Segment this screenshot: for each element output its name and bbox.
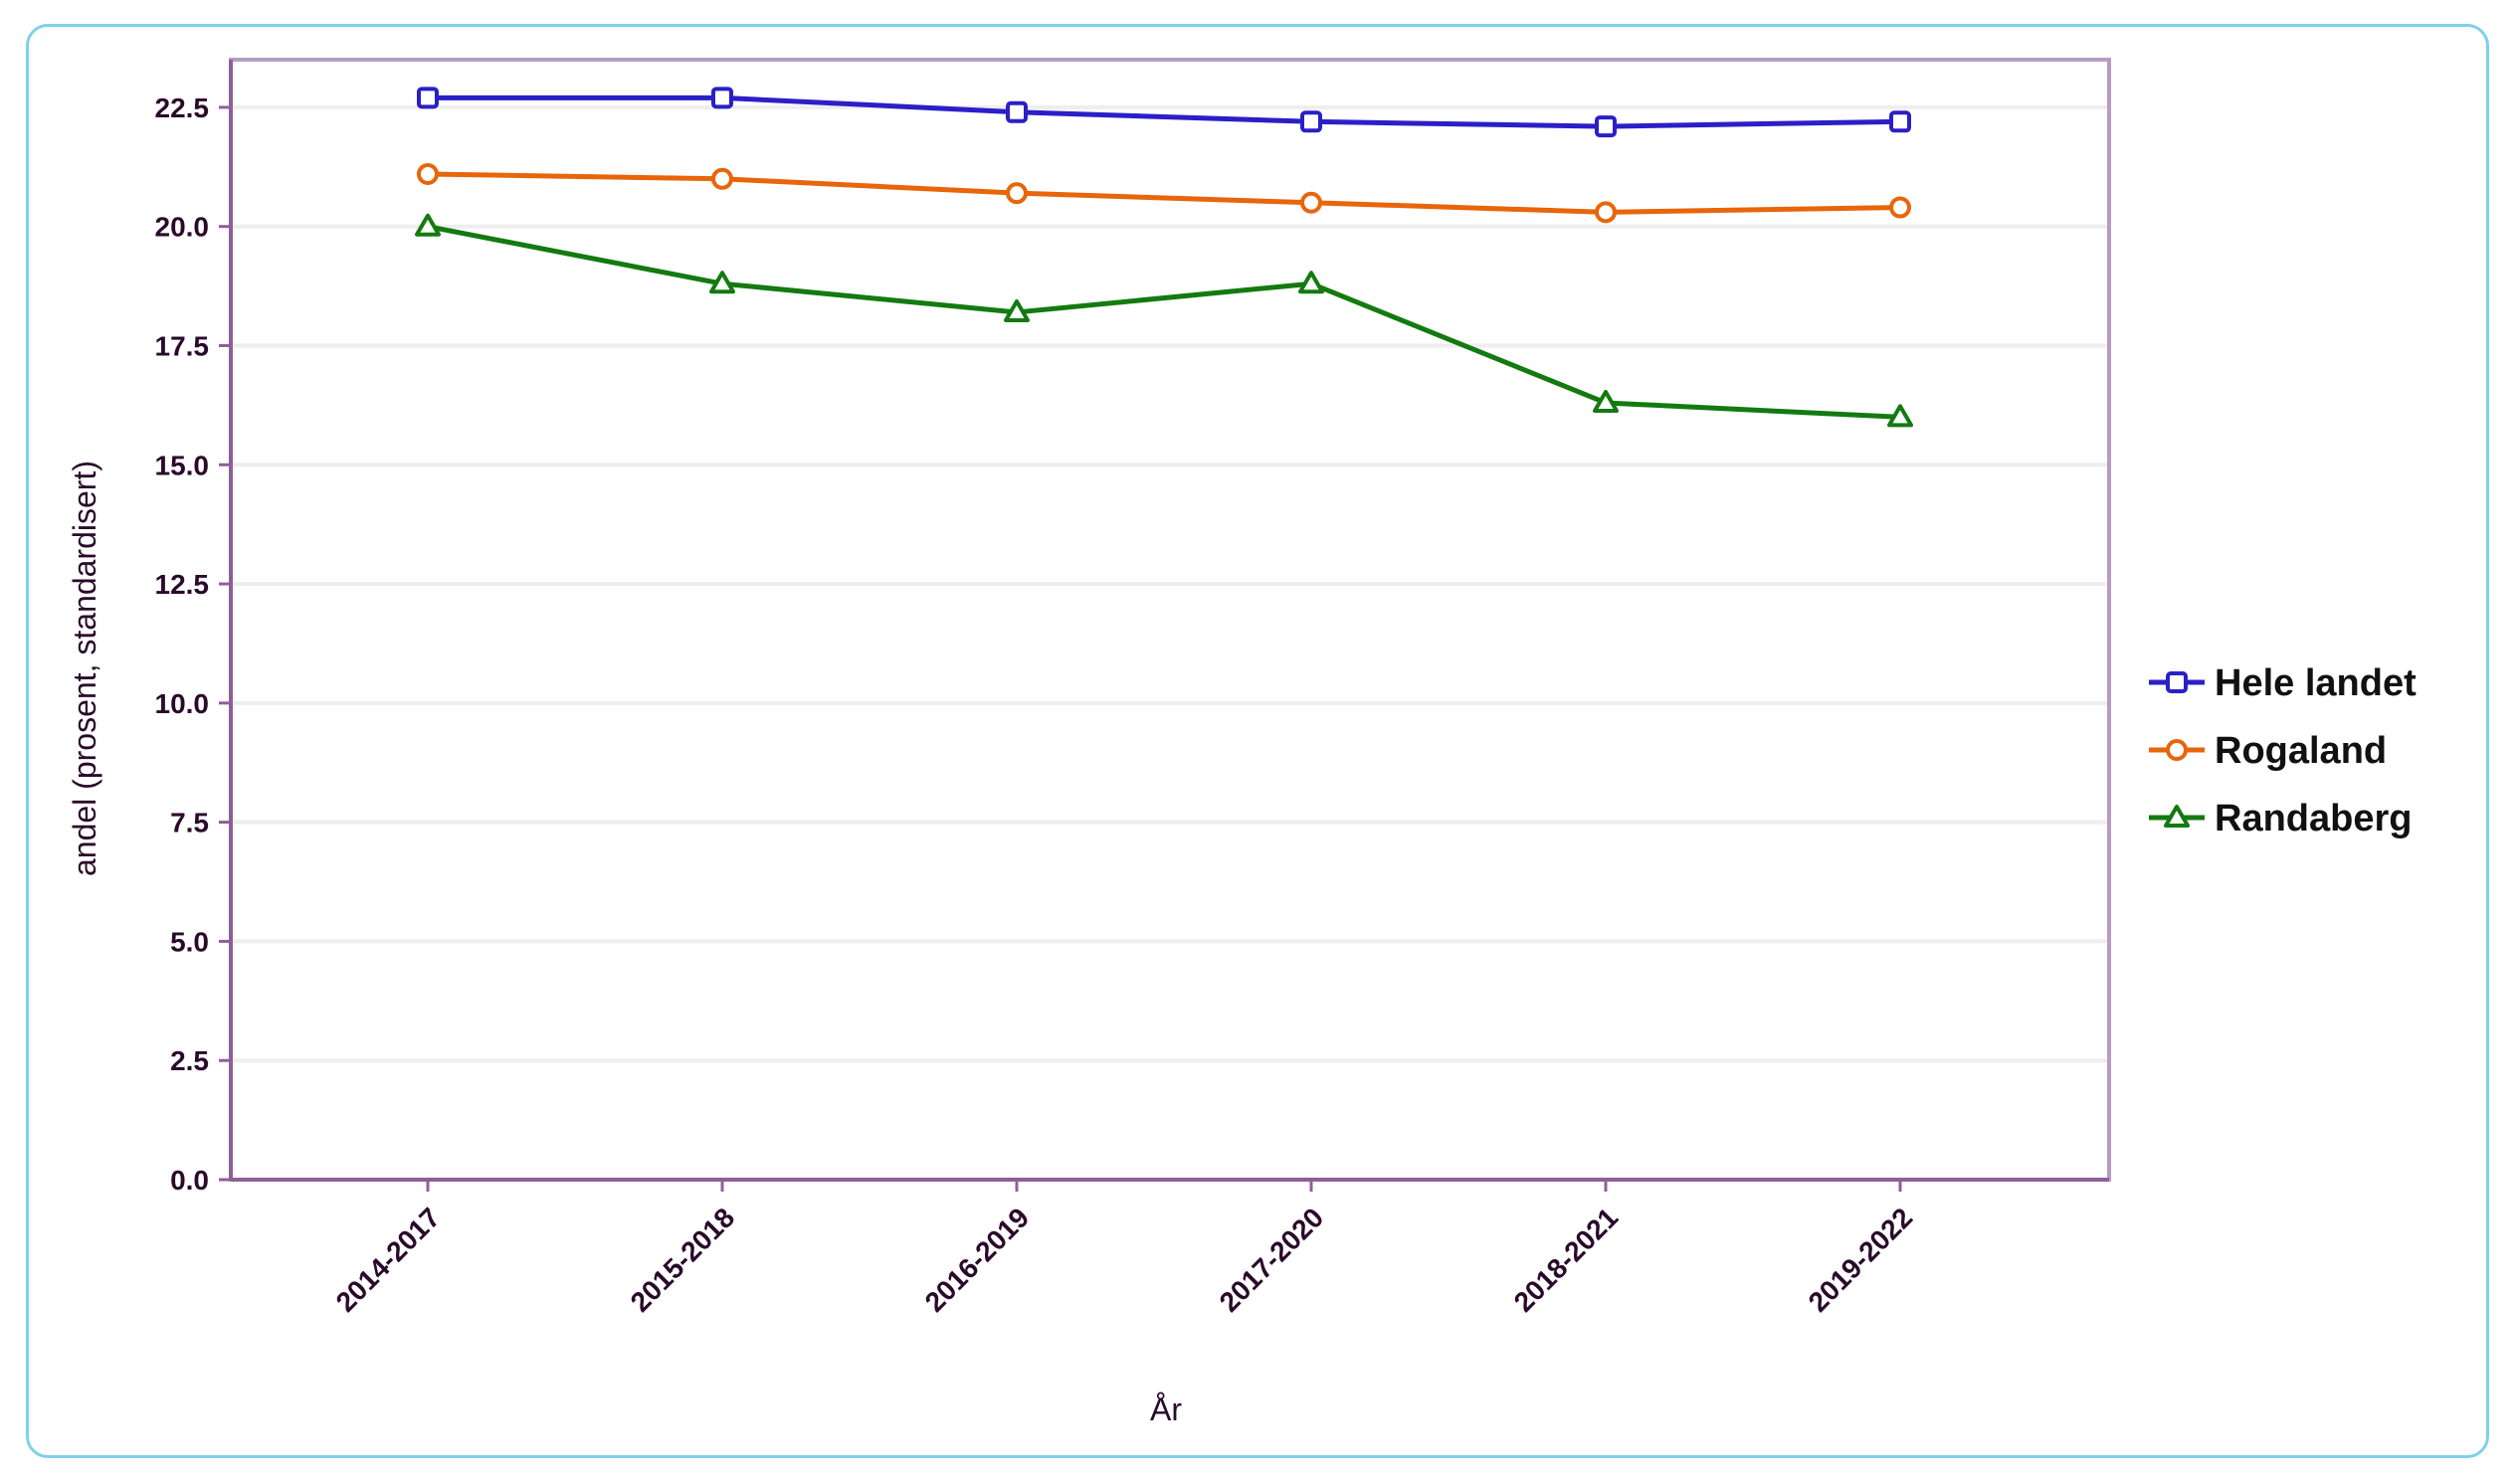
y-tick-label: 0.0 xyxy=(170,1165,209,1196)
legend-label: Randaberg xyxy=(2215,798,2412,839)
legend: Hele landet Rogaland Randaberg xyxy=(2149,662,2417,839)
y-tick-label: 2.5 xyxy=(170,1045,209,1076)
x-tick-labels: 2014-2017 2015-2018 2016-2019 2017-2020 2018… xyxy=(330,1180,1919,1318)
y-tick-label: 20.0 xyxy=(155,212,210,243)
x-tick-label: 2018-2021 xyxy=(1508,1202,1625,1318)
y-tick-label: 17.5 xyxy=(155,330,210,361)
data-point xyxy=(1004,298,1030,322)
y-tick-label: 7.5 xyxy=(170,808,209,838)
series-rogaland xyxy=(417,162,1911,224)
y-tick-label: 22.5 xyxy=(155,93,210,123)
legend-item: Rogaland xyxy=(2149,730,2387,772)
y-tick-label: 5.0 xyxy=(170,926,209,957)
data-point xyxy=(711,87,733,109)
legend-item: Hele landet xyxy=(2149,662,2417,704)
data-point xyxy=(1006,182,1028,205)
x-tick-label: 2017-2020 xyxy=(1214,1202,1330,1318)
legend-label: Rogaland xyxy=(2215,730,2387,772)
y-tick-label: 10.0 xyxy=(155,688,210,719)
series-randaberg xyxy=(415,213,1913,428)
x-tick-label: 2014-2017 xyxy=(330,1202,447,1318)
x-tick-label: 2015-2018 xyxy=(625,1202,741,1318)
data-point xyxy=(1887,404,1913,428)
data-point xyxy=(1006,100,1028,123)
legend-label: Hele landet xyxy=(2215,662,2417,704)
x-tick-label: 2019-2022 xyxy=(1803,1202,1919,1318)
data-point xyxy=(1889,196,1911,219)
series-hele-landet xyxy=(417,87,1911,138)
data-point xyxy=(1889,110,1911,133)
data-point xyxy=(709,271,735,294)
grid-lines xyxy=(231,104,2109,1063)
x-axis-title: År xyxy=(1150,1391,1182,1427)
series-layer xyxy=(415,87,1913,428)
data-point xyxy=(1595,115,1617,138)
data-point xyxy=(1300,191,1322,214)
y-tick-label: 12.5 xyxy=(155,569,210,600)
data-point xyxy=(415,213,441,237)
chart-frame xyxy=(26,24,2489,1458)
legend-item: Randaberg xyxy=(2149,798,2412,839)
series-line xyxy=(428,94,1901,129)
legend-marker xyxy=(2166,739,2188,761)
x-tick-label: 2016-2019 xyxy=(919,1202,1036,1318)
legend-marker xyxy=(2164,805,2190,828)
data-point xyxy=(417,87,439,109)
data-point xyxy=(1595,201,1617,224)
legend-marker xyxy=(2166,671,2188,693)
series-line xyxy=(427,171,1901,215)
data-point xyxy=(417,162,439,185)
y-tick-labels: 0.0 2.5 5.0 7.5 10.0 12.5 15.0 17.5 20.0 22.5 xyxy=(155,93,231,1196)
data-point xyxy=(711,167,733,190)
data-point xyxy=(1300,110,1322,133)
data-point xyxy=(1298,271,1324,294)
data-point xyxy=(1593,389,1619,413)
y-axis-title: andel (prosent, standardisert) xyxy=(67,461,102,876)
series-line xyxy=(427,224,1901,420)
y-tick-label: 15.0 xyxy=(155,450,210,480)
